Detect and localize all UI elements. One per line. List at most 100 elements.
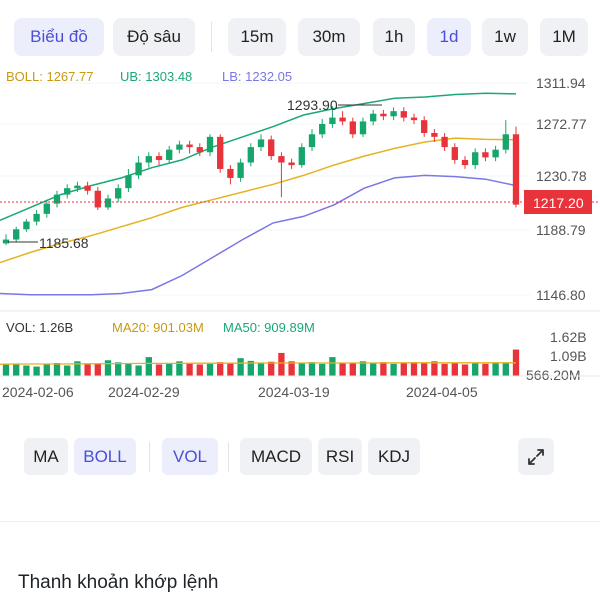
section-divider [0,521,600,522]
volume-bar [472,362,479,376]
candle [33,210,40,226]
volume-bar [64,365,71,376]
candle-body [410,117,418,121]
indicator-macd[interactable]: MACD [240,438,312,475]
volume-bar [380,362,387,376]
tab-1M[interactable]: 1M [540,18,588,56]
volume-bar [43,363,50,376]
candle [390,107,397,121]
candle [53,190,61,208]
volume-bar [308,362,316,376]
volume-bar [247,360,254,376]
candle-body [390,111,397,117]
vol-ma-line [0,362,516,365]
candle-body [247,147,254,163]
candle-body [359,121,367,135]
candle-body [33,213,40,222]
candle [74,181,81,193]
indicator-separator [228,442,229,472]
fullscreen-button[interactable] [518,438,554,475]
date-label: 2024-02-06 [2,384,74,400]
candle [329,106,336,128]
price-axis-label: 1230.78 [536,168,587,184]
tab-1w[interactable]: 1w [482,18,528,56]
candle-body [217,136,224,169]
indicator-separator [149,442,150,472]
volume-bar [196,364,203,376]
price-axis-label: 1272.77 [536,116,587,132]
candle [451,143,458,164]
indicator-vol[interactable]: VOL [162,438,218,475]
candle-body [206,136,214,153]
indicator-rsi[interactable]: RSI [318,438,362,475]
candle-body [288,162,295,166]
date-label: 2024-04-05 [406,384,478,400]
candle [186,140,193,154]
tab-1d[interactable]: 1d [427,18,471,56]
volume-bar [145,357,152,376]
candle [237,158,244,182]
candle-body [257,139,265,148]
tab-15m[interactable]: 15m [228,18,286,56]
volume-bar [370,363,377,376]
volume-bar [104,360,112,376]
candle-body [308,134,316,148]
volume-bar [329,357,336,376]
volume-bar [237,358,244,376]
vol-axis-label: 566.20M [526,367,580,383]
candle-body [23,221,30,230]
volume-bar [13,363,20,376]
vol-axis-label: 1.09B [550,348,587,364]
candle-body [43,203,50,214]
candle-body [268,139,275,157]
volume-bar [94,363,101,376]
candle [155,152,163,166]
candle [64,184,71,199]
date-label: 2024-02-29 [108,384,180,400]
candle-body [196,147,203,153]
price-axis-label: 1311.94 [536,75,586,91]
candle-body [84,185,91,191]
indicator-kdj[interactable]: KDJ [368,438,420,475]
candle [268,135,275,160]
candle-body [2,239,10,244]
candle-body [441,136,448,148]
candle-body [145,156,152,163]
volume-bar [23,365,30,376]
volume-bar [125,363,132,376]
price-axis-label: 1146.80 [536,287,586,303]
candle [176,140,183,154]
tab-1h[interactable]: 1h [373,18,415,56]
candle-body [94,190,101,208]
volume-bar [2,364,10,376]
candle [431,129,438,142]
candle [472,148,479,169]
candlestick-chart[interactable]: BOLL: 1267.77 UB: 1303.48 LB: 1232.05 13… [0,60,600,400]
indicator-bar: MA BOLL VOL MACD RSI KDJ [0,438,600,478]
chart-canvas[interactable]: BOLL: 1267.77 UB: 1303.48 LB: 1232.05 13… [0,60,600,400]
tab-chart[interactable]: Biểu đồ [14,18,104,56]
candle [492,145,499,162]
last-price-label: 1217.20 [533,195,584,211]
boll-legend-upper: UB: 1303.48 [120,69,192,84]
indicator-boll[interactable]: BOLL [74,438,136,475]
indicator-ma[interactable]: MA [24,438,68,475]
volume-bar [186,363,193,376]
price-axis-label: 1188.79 [536,222,586,238]
tab-depth[interactable]: Độ sâu [113,18,195,56]
candle-body [176,144,183,150]
volume-bar [349,362,356,376]
candle-body [125,175,132,189]
volume-bar [53,362,61,376]
candle [206,134,214,157]
candle-body [115,188,122,199]
vol-ma50-legend: MA50: 909.89M [223,320,315,335]
volume-bar [482,363,489,376]
candle [308,129,316,151]
volume-bar [441,363,448,376]
volume-bar [84,364,91,376]
candle-body [472,152,479,166]
volume-bar [268,361,275,376]
tab-30m[interactable]: 30m [298,18,360,56]
candle-body [64,188,71,195]
